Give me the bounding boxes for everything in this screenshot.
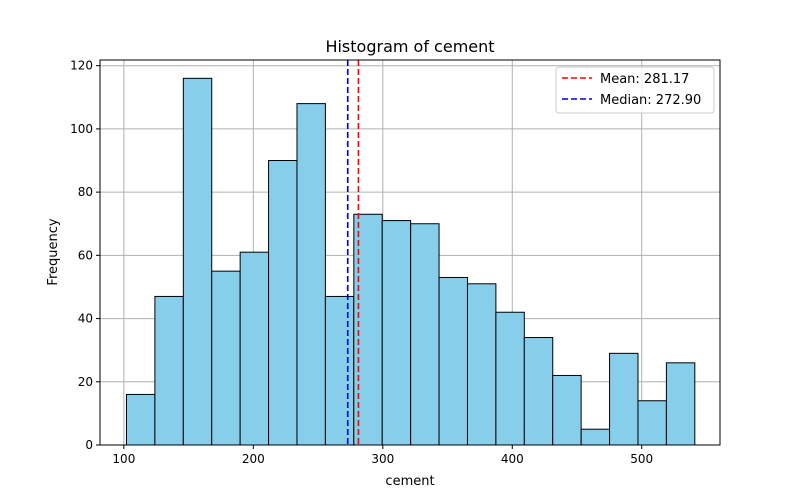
y-tick-label: 0 — [85, 438, 93, 452]
histogram-bar — [580, 428, 611, 446]
reference-lines — [346, 60, 360, 445]
histogram-bar — [495, 311, 525, 446]
y-axis-label: Frequency — [46, 218, 61, 285]
histogram-bar — [154, 295, 184, 446]
histogram-bar — [637, 400, 667, 446]
x-tick-label: 300 — [371, 452, 394, 466]
histogram-bar — [381, 220, 412, 446]
x-tick-label: 400 — [501, 452, 524, 466]
histogram-bar — [665, 362, 696, 446]
plot-frame — [99, 59, 721, 446]
legend-box — [555, 66, 715, 114]
y-tick-label: 60 — [78, 248, 93, 262]
histogram-bar — [211, 270, 241, 446]
y-tick-label: 40 — [78, 312, 93, 326]
y-tick-label: 80 — [78, 185, 93, 199]
histogram-bar — [353, 213, 383, 446]
histogram-bar — [410, 223, 440, 446]
y-tick-label: 120 — [70, 59, 93, 73]
histogram-bar — [324, 295, 355, 446]
x-tick-label: 200 — [242, 452, 265, 466]
chart-title: Histogram of cement — [325, 37, 494, 56]
y-tick-label: 100 — [70, 122, 93, 136]
y-tick-label: 20 — [78, 375, 93, 389]
histogram-bar — [438, 276, 468, 446]
x-tick-label: 100 — [112, 452, 135, 466]
histogram-bar — [609, 352, 639, 446]
histogram-bar — [125, 393, 156, 446]
legend-median-label: Median: 272.90 — [600, 93, 701, 108]
histogram-bar — [466, 283, 497, 446]
legend: Mean: 281.17 Median: 272.90 — [555, 66, 715, 114]
histogram-bar — [239, 251, 270, 446]
histogram-bar — [523, 337, 554, 446]
y-ticks: 0 20 40 60 80 100 120 — [70, 59, 100, 452]
histogram-bar — [552, 374, 582, 446]
x-axis-label: cement — [385, 474, 434, 489]
x-tick-label: 500 — [630, 452, 653, 466]
legend-mean-label: Mean: 281.17 — [600, 72, 689, 87]
x-ticks: 100 200 300 400 500 — [112, 445, 653, 466]
histogram-bar — [268, 160, 298, 446]
histogram-bar — [296, 103, 326, 446]
histogram-bar — [182, 77, 213, 446]
